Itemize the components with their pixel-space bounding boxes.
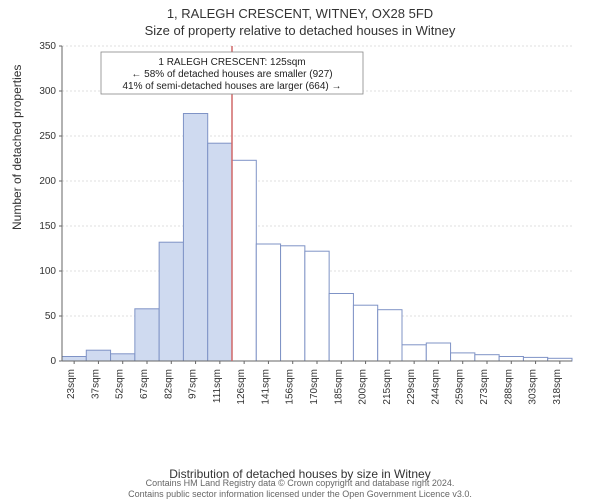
histogram-bar	[62, 357, 86, 362]
histogram-bar	[232, 160, 256, 361]
svg-text:37sqm: 37sqm	[90, 369, 101, 399]
histogram-bar	[402, 345, 426, 361]
histogram-bar	[523, 357, 547, 361]
annotation-line: 41% of semi-detached houses are larger (…	[122, 81, 341, 92]
histogram-bar	[329, 294, 353, 362]
title-block: 1, RALEGH CRESCENT, WITNEY, OX28 5FD Siz…	[0, 0, 600, 40]
svg-text:23sqm: 23sqm	[66, 369, 77, 399]
histogram-bar	[305, 251, 329, 361]
svg-text:200: 200	[39, 176, 56, 187]
svg-text:273sqm: 273sqm	[479, 369, 490, 405]
svg-text:259sqm: 259sqm	[455, 369, 466, 405]
svg-text:244sqm: 244sqm	[430, 369, 441, 405]
svg-text:185sqm: 185sqm	[333, 369, 344, 405]
svg-text:111sqm: 111sqm	[212, 369, 223, 403]
svg-text:0: 0	[50, 356, 56, 367]
svg-text:215sqm: 215sqm	[382, 369, 393, 405]
svg-text:141sqm: 141sqm	[260, 369, 271, 405]
footer-line-1: Contains HM Land Registry data © Crown c…	[0, 478, 600, 489]
histogram-bar	[183, 114, 207, 362]
title-line-1: 1, RALEGH CRESCENT, WITNEY, OX28 5FD	[0, 6, 600, 23]
histogram-bar	[86, 350, 110, 361]
svg-text:97sqm: 97sqm	[188, 369, 199, 399]
histogram-bar	[256, 244, 280, 361]
histogram-bar	[135, 309, 159, 361]
histogram-bar	[426, 343, 450, 361]
histogram-bar	[378, 310, 402, 361]
svg-text:52sqm: 52sqm	[115, 369, 126, 399]
histogram-bar	[499, 357, 523, 362]
svg-text:126sqm: 126sqm	[236, 369, 247, 405]
histogram-bar	[208, 143, 232, 361]
histogram-plot: 05010015020025030035023sqm37sqm52sqm67sq…	[62, 46, 572, 416]
histogram-bar	[353, 305, 377, 361]
histogram-bar	[451, 353, 475, 361]
svg-text:50: 50	[45, 311, 57, 322]
svg-text:300: 300	[39, 86, 56, 97]
footer-line-2: Contains public sector information licen…	[0, 489, 600, 500]
svg-text:170sqm: 170sqm	[309, 369, 320, 405]
svg-text:303sqm: 303sqm	[528, 369, 539, 405]
annotation-line: 1 RALEGH CRESCENT: 125sqm	[158, 57, 305, 68]
svg-text:288sqm: 288sqm	[503, 369, 514, 405]
chart-area: 05010015020025030035023sqm37sqm52sqm67sq…	[62, 46, 572, 416]
svg-text:67sqm: 67sqm	[139, 369, 150, 399]
histogram-bar	[159, 242, 183, 361]
svg-text:318sqm: 318sqm	[552, 369, 563, 405]
annotation-line: ← 58% of detached houses are smaller (92…	[131, 69, 332, 80]
svg-text:100: 100	[39, 266, 56, 277]
svg-text:200sqm: 200sqm	[358, 369, 369, 405]
svg-text:150: 150	[39, 221, 56, 232]
svg-text:350: 350	[39, 41, 56, 52]
title-line-2: Size of property relative to detached ho…	[0, 23, 600, 40]
histogram-bar	[475, 355, 499, 361]
svg-text:156sqm: 156sqm	[285, 369, 296, 405]
histogram-bar	[111, 354, 135, 361]
footer: Contains HM Land Registry data © Crown c…	[0, 478, 600, 500]
svg-text:82sqm: 82sqm	[163, 369, 174, 399]
svg-text:250: 250	[39, 131, 56, 142]
histogram-bar	[281, 246, 305, 361]
y-axis-label: Number of detached properties	[10, 65, 24, 230]
svg-text:229sqm: 229sqm	[406, 369, 417, 405]
